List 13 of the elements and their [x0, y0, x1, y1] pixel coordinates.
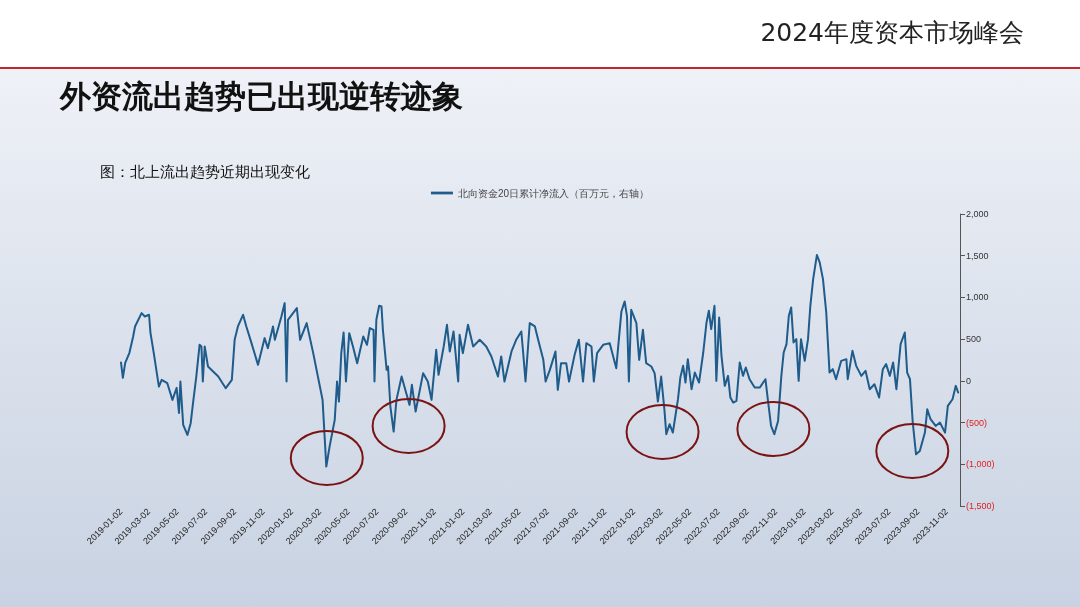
- y-tick-label: 500: [966, 334, 982, 345]
- y-tick-label: 2,000: [966, 209, 989, 219]
- legend-label: 北向资金20日累计净流入（百万元，右轴）: [457, 187, 650, 199]
- y-tick-label: (1,000): [966, 459, 995, 470]
- text: 2024年度资本市场峰会: [760, 17, 1024, 49]
- line-series: [120, 254, 960, 468]
- y-tick-label: (1,500): [966, 501, 995, 511]
- chart-title: 外资流出趋势已出现逆转迹象: [60, 77, 463, 116]
- y-tick-label: 1,000: [966, 292, 989, 303]
- y-tick-label: (500): [966, 417, 988, 428]
- y-tick-label: 0: [966, 375, 972, 386]
- chart-subtitle: 图：北上流出趋势近期出现变化: [100, 163, 310, 182]
- y-tick-label: 1,500: [966, 250, 989, 261]
